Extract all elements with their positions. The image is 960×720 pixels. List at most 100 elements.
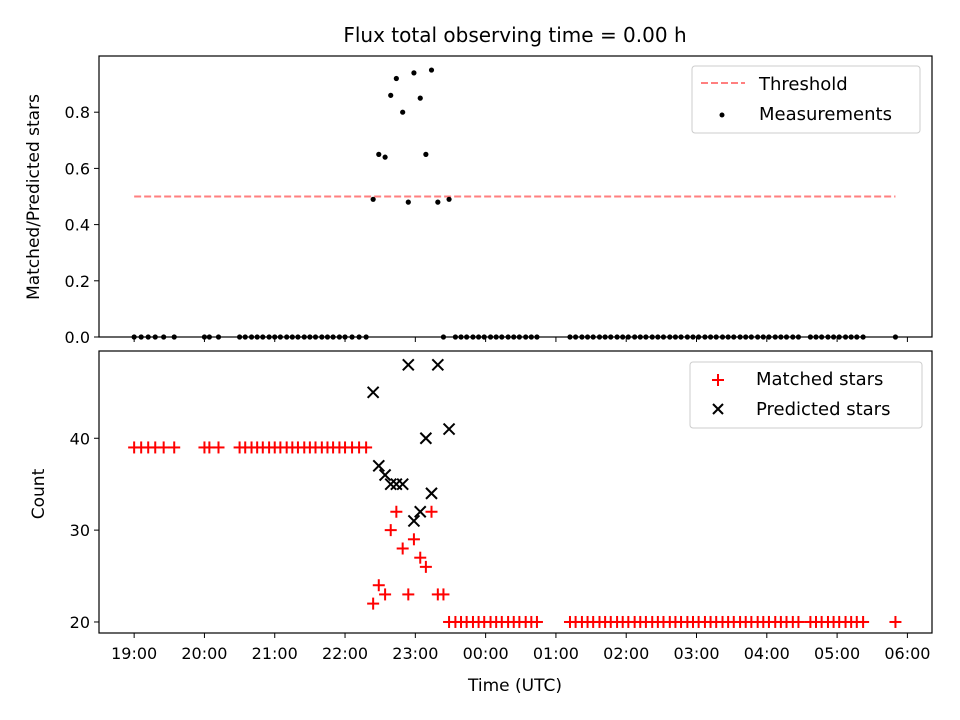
measurement-point xyxy=(272,334,278,340)
chart-title: Flux total observing time = 0.00 h xyxy=(343,23,686,47)
measurement-point xyxy=(452,334,458,340)
measurement-point xyxy=(284,334,290,340)
count-legend-box xyxy=(689,361,923,429)
measurement-point xyxy=(854,334,860,340)
matched-star-marker xyxy=(857,615,870,628)
predicted-star-marker xyxy=(442,422,456,436)
measurement-point xyxy=(481,334,487,340)
count-plot-area xyxy=(98,350,933,634)
matched-star-marker xyxy=(414,551,427,564)
measurement-point xyxy=(620,334,626,340)
measurement-point xyxy=(423,151,429,157)
measurement-point xyxy=(428,67,435,73)
measurement-point xyxy=(145,334,151,340)
measurement-point xyxy=(342,334,348,340)
measurement-point xyxy=(254,334,260,340)
measurement-point xyxy=(783,334,790,340)
measurement-point xyxy=(790,334,796,340)
x-tick-label: 21:00 xyxy=(252,644,298,663)
measurement-point xyxy=(637,334,643,340)
y-tick-label: 0.8 xyxy=(65,103,90,122)
measurement-point xyxy=(725,334,731,340)
ratio-y-axis-label: Matched/Predicted stars xyxy=(24,94,44,300)
measurement-point xyxy=(138,334,144,340)
measurement-point xyxy=(528,334,534,340)
y-tick-label: 0.4 xyxy=(65,216,90,235)
matched-star-marker xyxy=(419,560,432,573)
measurement-point xyxy=(848,334,854,340)
matched-star-marker xyxy=(157,441,170,454)
x-tick-label: 05:00 xyxy=(814,644,860,663)
count-marks xyxy=(128,358,902,628)
legend-predicted-swatch xyxy=(712,403,724,415)
measurement-point xyxy=(356,334,362,340)
predicted-star-marker xyxy=(425,487,438,500)
measurement-point xyxy=(579,334,585,340)
x-tick-label: 20:00 xyxy=(181,644,227,663)
measurement-point xyxy=(567,334,573,340)
measurement-point xyxy=(266,334,272,340)
measurement-point xyxy=(523,334,529,340)
measurement-point xyxy=(795,334,802,340)
measurement-point xyxy=(505,334,511,340)
measurement-point xyxy=(825,334,831,340)
measurement-point xyxy=(161,334,167,340)
measurement-point xyxy=(731,334,737,340)
y-tick-label: 0.6 xyxy=(65,159,90,178)
measurement-point xyxy=(152,334,158,340)
measurement-point xyxy=(289,334,295,340)
measurement-point xyxy=(171,334,177,340)
measurement-point xyxy=(319,334,325,340)
measurement-point xyxy=(370,196,376,202)
measurement-point xyxy=(417,95,423,101)
measurement-point xyxy=(435,199,441,205)
measurement-point xyxy=(393,75,399,82)
measurement-point xyxy=(892,334,899,340)
measurement-point xyxy=(312,334,319,340)
measurement-point xyxy=(499,334,505,340)
y-tick-label: 20 xyxy=(70,613,90,632)
measurement-point xyxy=(696,334,702,340)
measurement-point xyxy=(382,154,388,160)
predicted-star-marker xyxy=(419,432,433,445)
measurement-point xyxy=(842,334,849,340)
matched-star-marker xyxy=(402,588,415,601)
measurement-point xyxy=(516,334,522,340)
measurement-point xyxy=(672,334,679,340)
measurement-point xyxy=(201,334,208,340)
matched-star-marker xyxy=(384,524,397,537)
measurement-point xyxy=(625,334,631,340)
measurement-point xyxy=(295,334,301,340)
legend-matched-swatch xyxy=(712,374,724,386)
y-tick-label: 40 xyxy=(70,429,90,448)
measurement-point xyxy=(584,334,591,340)
matched-star-marker xyxy=(425,505,438,518)
measurement-point xyxy=(836,334,842,340)
measurement-point xyxy=(707,334,714,340)
measurement-point xyxy=(596,334,603,340)
legend-measurements-swatch xyxy=(719,112,725,118)
ratio-panel: Flux total observing time = 0.00 h 0.0 0.… xyxy=(24,23,933,347)
measurement-point xyxy=(388,92,394,98)
measurement-point xyxy=(667,334,673,340)
y-tick-label: 0.0 xyxy=(65,328,90,347)
measurement-point xyxy=(660,334,667,340)
matched-star-marker xyxy=(367,597,380,610)
measurement-point xyxy=(215,334,222,340)
x-tick-label: 23:00 xyxy=(392,644,438,663)
measurement-point xyxy=(511,334,517,340)
ratio-legend: Threshold Measurements xyxy=(691,65,921,134)
measurement-point xyxy=(602,334,608,340)
legend-predicted-label: Predicted stars xyxy=(756,399,890,420)
matched-star-marker xyxy=(889,615,902,628)
measurement-point xyxy=(440,334,447,340)
legend-threshold-label: Threshold xyxy=(758,74,848,95)
measurement-point xyxy=(684,334,690,340)
matched-star-marker xyxy=(792,615,805,628)
x-axis-label: Time (UTC) xyxy=(467,676,562,696)
y-tick-label: 30 xyxy=(70,521,90,540)
measurement-point xyxy=(719,334,726,340)
measurement-point xyxy=(830,334,837,340)
measurement-point xyxy=(363,334,369,340)
measurement-point xyxy=(493,334,499,340)
